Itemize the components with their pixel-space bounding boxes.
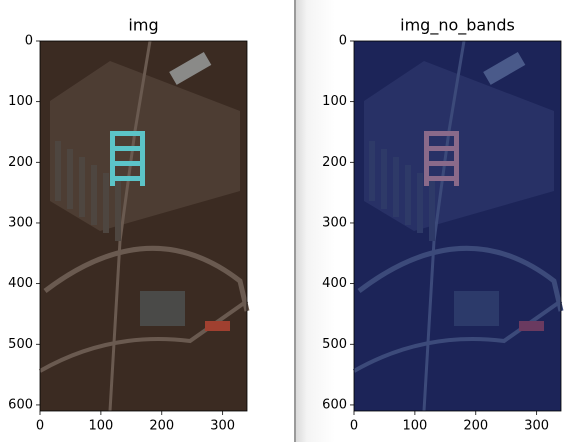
y-tick-label: 600 [8, 397, 33, 412]
image [39, 40, 250, 412]
parking [381, 149, 387, 209]
building [424, 131, 429, 186]
road [43, 245, 250, 312]
y-tick-label: 600 [322, 397, 347, 412]
road [353, 299, 563, 373]
building [454, 131, 459, 186]
window-edge [295, 0, 335, 442]
building [140, 131, 145, 186]
window-divider [294, 0, 296, 442]
x-tick-label: 200 [149, 419, 174, 434]
building [205, 321, 230, 331]
x-tick-label: 100 [402, 419, 427, 434]
y-tick-label: 0 [339, 34, 347, 49]
building [110, 176, 145, 181]
image [353, 40, 564, 412]
building [424, 176, 459, 181]
x-tick-label: 300 [524, 419, 549, 434]
building [483, 51, 526, 85]
axes-frame [39, 40, 248, 412]
y-tick-label: 100 [8, 94, 33, 109]
y-tick-label: 100 [322, 94, 347, 109]
building [519, 321, 544, 331]
road [422, 40, 466, 412]
parking [67, 149, 73, 209]
road [39, 299, 249, 373]
parking [393, 157, 399, 217]
building [110, 161, 145, 166]
y-tick-label: 400 [322, 276, 347, 291]
building [110, 131, 115, 186]
x-tick-label: 0 [36, 419, 44, 434]
y-tick-label: 300 [322, 215, 347, 230]
parking [417, 173, 423, 233]
y-tick-label: 200 [8, 155, 33, 170]
parking [55, 141, 61, 201]
building [424, 131, 459, 136]
building [454, 291, 499, 326]
parking [429, 181, 435, 241]
y-tick-label: 500 [8, 337, 33, 352]
y-tick-label: 200 [322, 155, 347, 170]
parking [405, 165, 411, 225]
parking [103, 173, 109, 233]
axes-frame [353, 40, 562, 412]
road [108, 40, 152, 412]
y-tick-label: 500 [322, 337, 347, 352]
parking [79, 157, 85, 217]
building [140, 291, 185, 326]
y-tick-label: 0 [25, 34, 33, 49]
y-tick-label: 400 [8, 276, 33, 291]
x-tick-label: 300 [210, 419, 235, 434]
building [169, 51, 212, 85]
building [110, 146, 145, 151]
x-tick-label: 100 [88, 419, 113, 434]
x-tick-label: 0 [350, 419, 358, 434]
road [357, 245, 564, 312]
chart-title: img_no_bands [400, 16, 515, 36]
chart-title: img [128, 16, 158, 35]
parking [91, 165, 97, 225]
parking [369, 141, 375, 201]
building [424, 161, 459, 166]
parking [115, 181, 121, 241]
building [110, 131, 145, 136]
x-tick-label: 200 [463, 419, 488, 434]
building [424, 146, 459, 151]
y-tick-label: 300 [8, 215, 33, 230]
